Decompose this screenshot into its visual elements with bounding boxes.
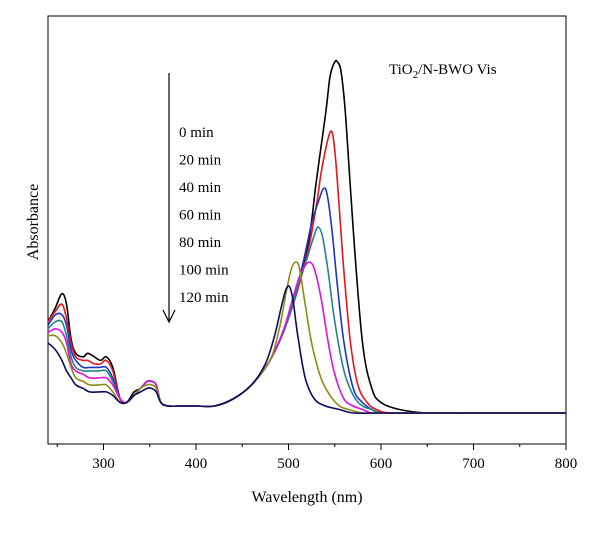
annotation-suffix: /N-BWO Vis [418, 62, 497, 78]
series-line-80-min [47, 261, 566, 415]
legend: 0 min 20 min 40 min 60 min 80 min 100 min 120 … [179, 125, 229, 306]
x-tick-label: 800 [555, 456, 578, 472]
legend-entry: 80 min [179, 235, 222, 251]
annotation-prefix: TiO [389, 62, 413, 78]
x-tick-label: 700 [462, 456, 485, 472]
x-tick-label: 300 [92, 456, 115, 472]
legend-entry: 120 min [179, 290, 229, 306]
time-arrowhead [162, 309, 176, 324]
x-axis-ticks: 300 400 500 600 700 800 [56, 444, 578, 472]
plot-frame [47, 15, 567, 445]
series-line-40-min [47, 187, 566, 415]
legend-entry: 0 min [179, 125, 214, 141]
legend-entry: 100 min [179, 263, 229, 279]
x-axis-title: Wavelength (nm) [251, 489, 362, 506]
legend-entry: 60 min [179, 208, 222, 224]
sample-annotation: TiO2/N-BWO Vis [389, 62, 497, 81]
x-tick-label: 500 [277, 456, 300, 472]
x-tick-label: 400 [185, 456, 208, 472]
series-line-20-min [47, 130, 566, 415]
series-layer [47, 59, 566, 415]
series-line-0-min [47, 59, 566, 415]
x-tick-label: 600 [370, 456, 393, 472]
legend-entry: 40 min [179, 180, 222, 196]
annotation-subscript: 2 [413, 69, 419, 81]
series-line-120-min [47, 285, 566, 415]
series-line-100-min [47, 261, 566, 415]
legend-entry: 20 min [179, 153, 222, 169]
y-axis-title: Absorbance [25, 184, 42, 260]
